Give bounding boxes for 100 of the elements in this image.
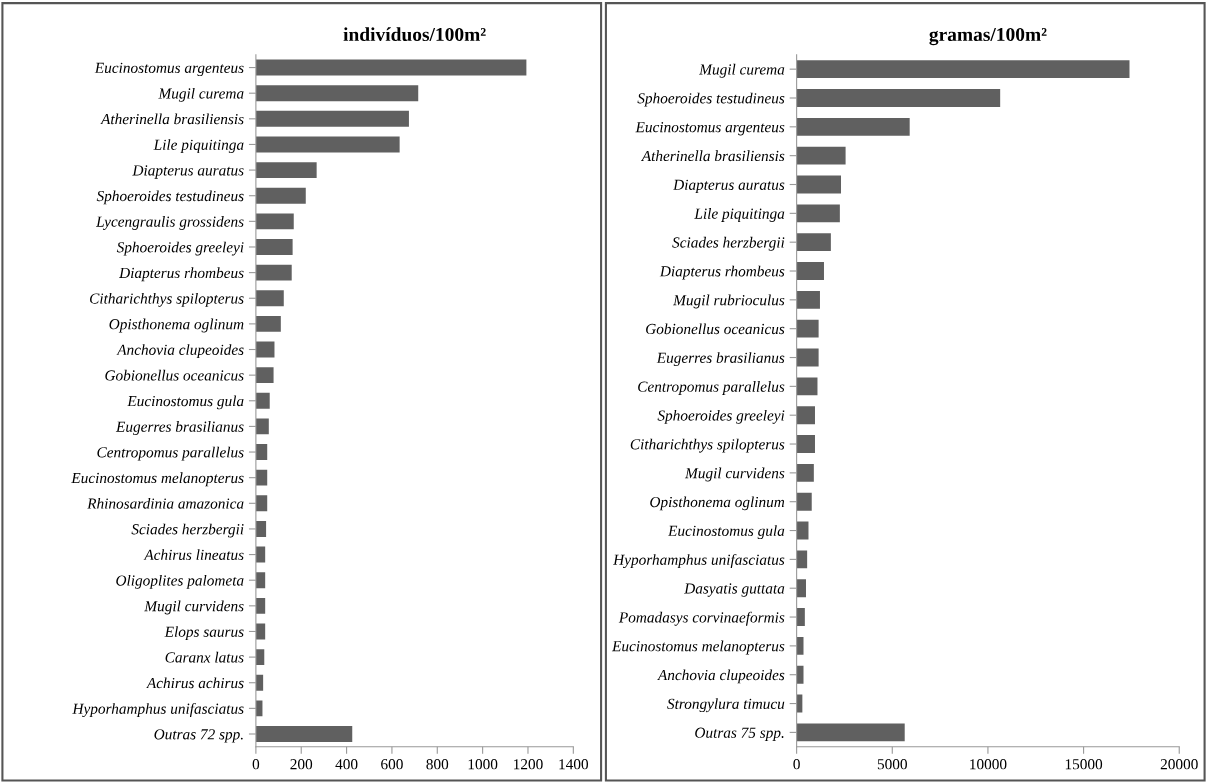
bar	[255, 726, 353, 742]
y-tick-label: Mugil curema	[158, 87, 244, 102]
x-tick-label: 600	[381, 759, 403, 770]
y-tick-label: Opisthonema oglinum	[650, 496, 785, 511]
y-tick-label: Eucinostomus gula	[127, 395, 244, 410]
y-tick-label: Hyporhamphus unifasciatus	[72, 702, 244, 718]
y-tick-label: Anchovia clupeoides	[657, 669, 785, 684]
bar	[255, 162, 317, 179]
x-tick-label: 1400	[559, 759, 589, 770]
y-tick-label: Mugil curema	[699, 63, 785, 78]
y-tick-label: Citharichthys spilopterus	[90, 292, 244, 307]
y-tick-label: Lile piquitinga	[694, 208, 785, 222]
y-tick-label: Sphoeroides greeleyi	[116, 241, 244, 256]
y-tick-label: Eucinostomus argenteus	[94, 62, 244, 77]
y-tick-label: Atherinella brasiliensis	[640, 150, 785, 162]
y-tick-label: Eucinostomus melanopterus	[71, 472, 244, 487]
y-tick-label: Achirus achirus	[146, 677, 244, 689]
x-tick-label: 15000	[1065, 759, 1103, 770]
y-tick-label: Sciades herzbergii	[672, 236, 785, 251]
y-tick-label: Diapterus rhombeus	[659, 265, 785, 280]
bar	[796, 377, 818, 396]
chart-title: indivíduos/100m²	[343, 27, 486, 42]
y-tick-label: Mugil curvidens	[684, 467, 785, 482]
y-tick-label: Lycengraulis grossidens	[95, 216, 244, 230]
bar	[796, 550, 808, 569]
y-tick-label: Sphoeroides testudineus	[96, 190, 244, 205]
x-tick-label: 1200	[514, 759, 543, 770]
bar	[796, 665, 804, 684]
x-tick-label: 0	[252, 759, 260, 770]
y-tick-label: Gobionellus oceanicus	[646, 323, 785, 335]
bar	[255, 187, 306, 204]
bar	[255, 367, 274, 384]
bar	[255, 290, 284, 307]
bar	[796, 89, 1001, 107]
y-tick-label: Hyporhamphus unifasciatus	[613, 554, 785, 569]
bar	[796, 204, 840, 223]
y-tick-label: Rhinosardinia amazonica	[87, 498, 244, 509]
y-tick-label: Outras 72 spp.	[154, 729, 243, 743]
bar	[796, 348, 819, 367]
y-tick-label: Lile piquitinga	[153, 139, 244, 154]
y-tick-label: Citharichthys spilopterus	[630, 438, 785, 453]
y-tick-label: Eucinostomus argenteus	[635, 122, 785, 136]
y-tick-label: Eugerres brasilianus	[656, 352, 785, 367]
x-tick-label: 10000	[970, 759, 1007, 770]
bar	[796, 146, 846, 165]
bar	[796, 262, 824, 280]
y-tick-label: Sphoeroides testudineus	[637, 92, 785, 107]
y-tick-label: Diapterus auratus	[673, 179, 785, 194]
x-tick-label: 800	[426, 759, 449, 770]
bar	[255, 85, 419, 102]
bar	[796, 117, 910, 136]
y-tick-label: Achirus lineatus	[143, 549, 244, 561]
y-tick-label: Elops saurus	[164, 626, 244, 641]
y-tick-label: Atherinella brasiliensis	[100, 113, 244, 125]
y-tick-label: Eucinostomus gula	[667, 525, 785, 540]
x-tick-label: 5000	[877, 759, 907, 770]
bar	[255, 264, 292, 281]
bar	[255, 315, 281, 332]
bar	[255, 110, 409, 127]
bar	[255, 392, 270, 409]
y-tick-label: Eucinostomus melanopterus	[611, 640, 785, 655]
y-tick-label: Diapterus rhombeus	[118, 267, 244, 282]
y-tick-label: Caranx latus	[165, 651, 244, 663]
bar	[255, 418, 269, 435]
bar	[796, 636, 804, 655]
y-tick-label: Dasyatis guttata	[684, 583, 785, 597]
bar	[796, 233, 831, 252]
bar	[796, 463, 814, 482]
y-tick-label: Centropomus parallelus	[97, 446, 244, 461]
y-tick-label: Sphoeroides greeleyi	[657, 409, 785, 424]
bar	[255, 213, 294, 230]
bar	[255, 136, 400, 153]
bar	[796, 492, 812, 511]
x-tick-label: 200	[290, 759, 313, 770]
bar	[796, 406, 815, 425]
bar	[796, 435, 815, 453]
y-tick-label: Pomadasys corvinaeformis	[618, 611, 785, 626]
x-tick-label: 0	[793, 759, 800, 770]
bar	[255, 239, 293, 255]
bar	[255, 59, 527, 76]
x-tick-label: 1000	[468, 759, 498, 770]
bar	[796, 319, 819, 338]
bar	[796, 60, 1130, 79]
y-tick-label: Anchovia clupeoides	[116, 344, 244, 359]
bar	[796, 723, 905, 742]
y-tick-label: Eugerres brasilianus	[115, 421, 244, 435]
chart-title: gramas/100m²	[929, 27, 1047, 46]
y-tick-label: Sciades herzbergii	[131, 523, 244, 538]
y-tick-label: Mugil rubrioculus	[673, 294, 785, 309]
bar	[796, 290, 820, 309]
y-tick-label: Strongylura timucu	[667, 698, 785, 713]
y-tick-label: Oligoplites palometa	[116, 574, 244, 589]
x-tick-label: 20000	[1160, 759, 1198, 770]
y-tick-label: Opisthonema oglinum	[109, 318, 244, 333]
y-tick-label: Mugil curvidens	[144, 600, 244, 615]
x-tick-label: 400	[335, 759, 358, 770]
y-tick-label: Outras 75 spp.	[695, 727, 784, 741]
y-tick-label: Diapterus auratus	[132, 165, 244, 179]
bar	[796, 579, 806, 598]
bar	[796, 608, 805, 626]
